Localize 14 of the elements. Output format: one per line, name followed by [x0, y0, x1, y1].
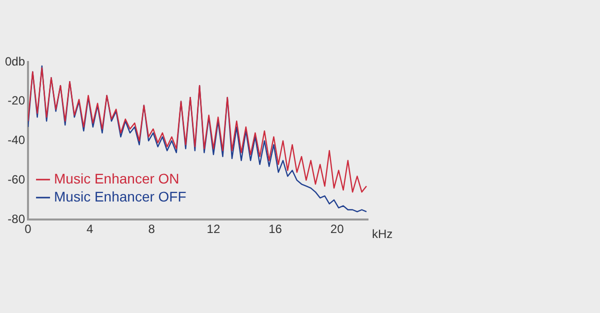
- x-axis-title: kHz: [372, 226, 393, 241]
- y-tick-label: -40: [8, 133, 26, 148]
- y-tick-label: 0db: [4, 54, 26, 68]
- x-tick-label: 20: [330, 222, 344, 236]
- y-tick-label: -20: [8, 94, 26, 108]
- legend-label: Music Enhancer ON: [54, 170, 180, 186]
- legend-label: Music Enhancer OFF: [54, 188, 186, 204]
- x-tick-label: 8: [148, 222, 156, 236]
- x-tick-label: 4: [86, 222, 94, 236]
- x-tick-label: 12: [206, 222, 220, 236]
- y-tick-label: -60: [8, 172, 26, 187]
- x-tick-label: 16: [268, 222, 282, 236]
- x-tick-label: 0: [24, 222, 32, 236]
- y-tick-label: -80: [8, 212, 26, 226]
